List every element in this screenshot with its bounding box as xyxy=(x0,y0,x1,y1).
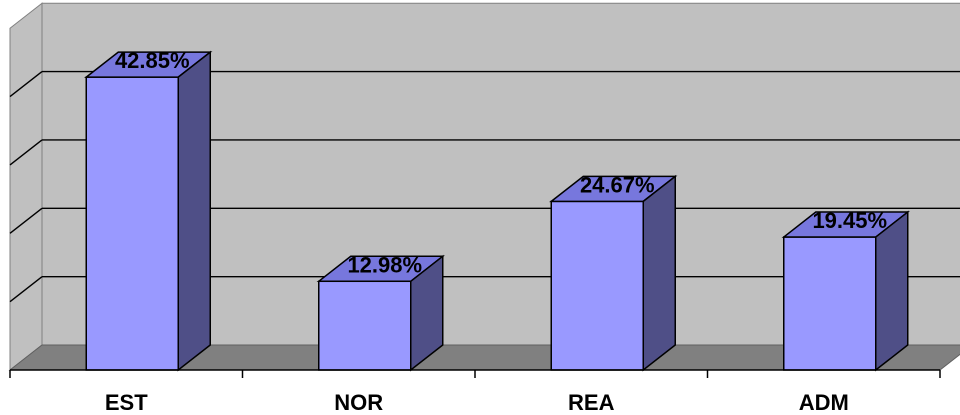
bars-group xyxy=(84,50,910,372)
data-label: 12.98% xyxy=(347,252,422,277)
gridline-side xyxy=(9,207,43,234)
bar-front xyxy=(783,236,877,371)
category-labels: EST NOR REA ADM xyxy=(105,390,849,415)
data-labels: 42.85% 12.98% 24.67% 19.45% xyxy=(115,48,887,277)
gridline-side xyxy=(9,71,43,98)
category-label: EST xyxy=(105,390,148,415)
category-label: REA xyxy=(568,390,615,415)
gridline-side xyxy=(9,276,43,303)
bar-front xyxy=(550,200,644,371)
gridline-side xyxy=(9,139,43,166)
data-label: 42.85% xyxy=(115,48,190,73)
data-label: 19.45% xyxy=(812,208,887,233)
bar-side xyxy=(177,50,211,372)
data-label: 24.67% xyxy=(580,172,655,197)
bar-adm xyxy=(781,210,910,372)
bar-front xyxy=(85,76,179,371)
bar-front xyxy=(318,280,412,371)
x-axis xyxy=(9,369,941,378)
bar-rea xyxy=(549,174,678,372)
bar-side xyxy=(410,254,444,372)
category-label: NOR xyxy=(334,390,383,415)
bar-side xyxy=(642,174,676,372)
bar-side xyxy=(875,210,909,372)
bar-nor xyxy=(316,254,445,372)
category-label: ADM xyxy=(799,390,849,415)
side-wall xyxy=(9,2,43,372)
bar-est xyxy=(84,50,213,372)
